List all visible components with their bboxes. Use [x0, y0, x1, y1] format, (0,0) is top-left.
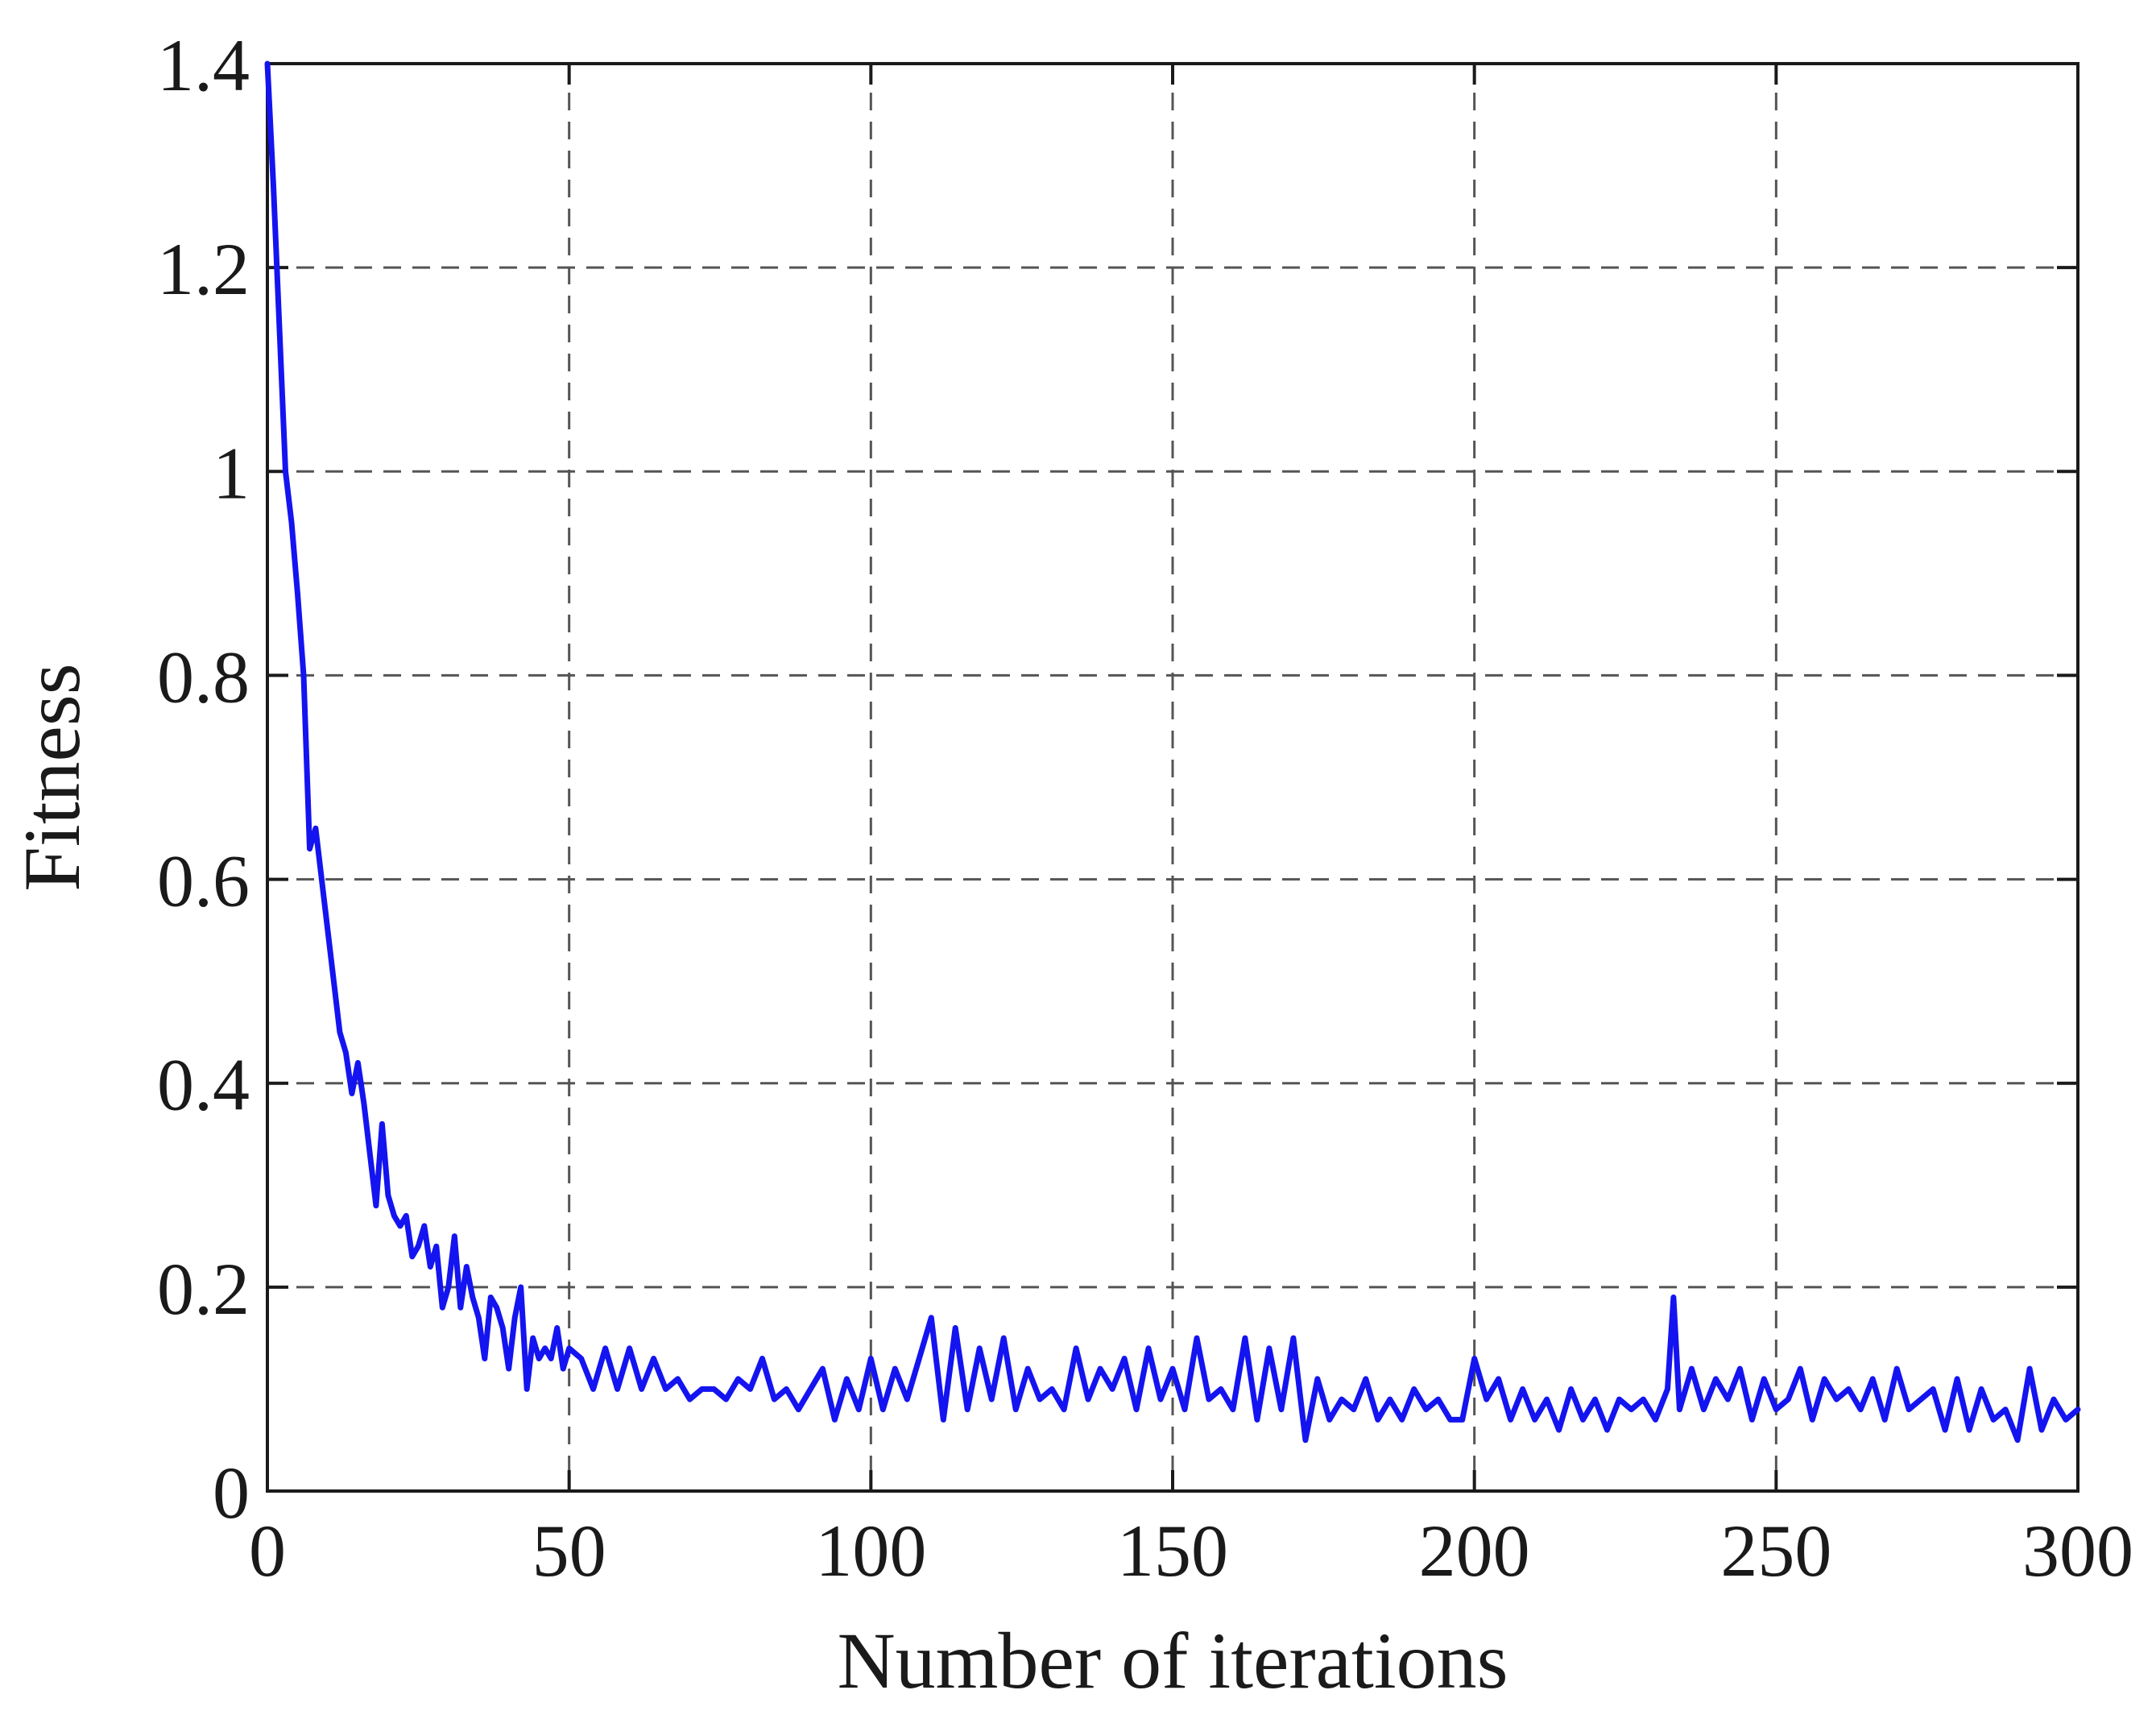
y-tick-label: 0.4: [157, 1044, 250, 1126]
x-tick-label: 200: [1419, 1510, 1530, 1592]
y-tick-label: 0.8: [157, 636, 250, 718]
y-tick-label: 1.2: [157, 228, 250, 310]
y-tick-label: 1.4: [157, 24, 250, 106]
x-axis-label: Number of iterations: [837, 1616, 1508, 1705]
y-tick-label: 0.6: [157, 840, 250, 922]
y-tick-labels: 0 0.2 0.4 0.6 0.8 1 1.2 1.4: [157, 24, 250, 1534]
y-tick-label: 1: [213, 432, 250, 514]
x-tick-label: 150: [1117, 1510, 1228, 1592]
x-tick-label: 0: [249, 1510, 286, 1592]
y-axis-label: Fitness: [7, 663, 97, 891]
fitness-line-series: [264, 60, 2081, 1444]
series-lines: [264, 60, 2081, 1444]
y-tick-label: 0: [213, 1452, 250, 1534]
x-tick-labels: 0 50 100 150 200 250 300: [249, 1510, 2133, 1592]
x-tick-label: 100: [815, 1510, 926, 1592]
x-tick-label: 50: [532, 1510, 606, 1592]
x-tick-label: 300: [2022, 1510, 2133, 1592]
grid-lines: [267, 64, 2078, 1491]
x-tick-label: 250: [1720, 1510, 1831, 1592]
y-tick-label: 0.2: [157, 1248, 250, 1330]
